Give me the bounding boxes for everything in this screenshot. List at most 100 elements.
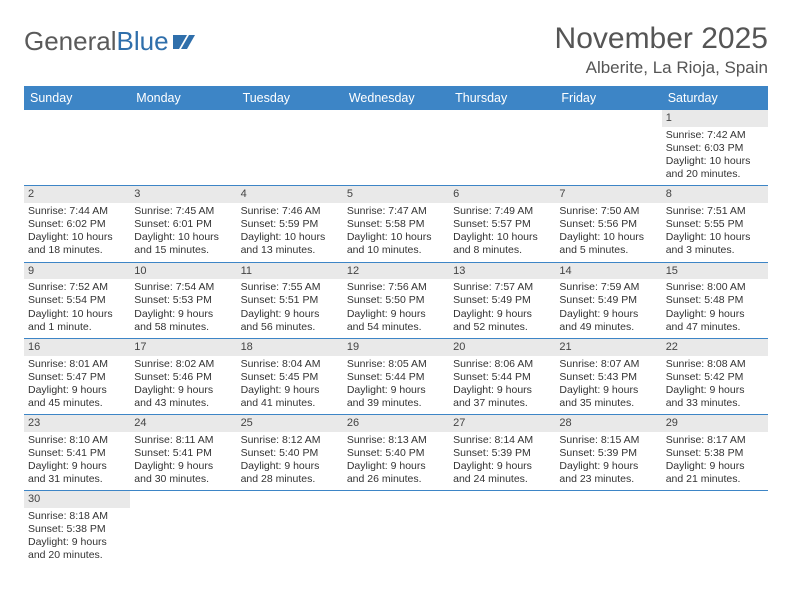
sunrise-text: Sunrise: 7:54 AM	[134, 281, 232, 294]
day-number: 8	[662, 186, 768, 203]
sunset-text: Sunset: 5:39 PM	[559, 447, 657, 460]
day-cell: 27Sunrise: 8:14 AMSunset: 5:39 PMDayligh…	[449, 415, 555, 490]
sunset-text: Sunset: 5:39 PM	[453, 447, 551, 460]
day-number: 4	[237, 186, 343, 203]
week-row: 23Sunrise: 8:10 AMSunset: 5:41 PMDayligh…	[24, 415, 768, 491]
day-cell: 14Sunrise: 7:59 AMSunset: 5:49 PMDayligh…	[555, 263, 661, 338]
weekday-header: Sunday	[24, 86, 130, 110]
weekday-header: Friday	[555, 86, 661, 110]
weekday-header: Tuesday	[237, 86, 343, 110]
sunrise-text: Sunrise: 8:00 AM	[666, 281, 764, 294]
day-cell: 19Sunrise: 8:05 AMSunset: 5:44 PMDayligh…	[343, 339, 449, 414]
day-number: 10	[130, 263, 236, 280]
day-info: Sunrise: 8:05 AMSunset: 5:44 PMDaylight:…	[343, 356, 449, 415]
day-number: 18	[237, 339, 343, 356]
sunset-text: Sunset: 5:54 PM	[28, 294, 126, 307]
day-cell: 29Sunrise: 8:17 AMSunset: 5:38 PMDayligh…	[662, 415, 768, 490]
day-cell: 10Sunrise: 7:54 AMSunset: 5:53 PMDayligh…	[130, 263, 236, 338]
day-number: 23	[24, 415, 130, 432]
sunset-text: Sunset: 5:53 PM	[134, 294, 232, 307]
day-cell: 6Sunrise: 7:49 AMSunset: 5:57 PMDaylight…	[449, 186, 555, 261]
daylight-text: Daylight: 9 hours and 31 minutes.	[28, 460, 126, 486]
day-cell: 28Sunrise: 8:15 AMSunset: 5:39 PMDayligh…	[555, 415, 661, 490]
sunset-text: Sunset: 5:45 PM	[241, 371, 339, 384]
day-cell	[237, 110, 343, 185]
day-number: 19	[343, 339, 449, 356]
day-number: 27	[449, 415, 555, 432]
daylight-text: Daylight: 9 hours and 49 minutes.	[559, 308, 657, 334]
day-info: Sunrise: 8:04 AMSunset: 5:45 PMDaylight:…	[237, 356, 343, 415]
day-cell: 20Sunrise: 8:06 AMSunset: 5:44 PMDayligh…	[449, 339, 555, 414]
day-cell: 2Sunrise: 7:44 AMSunset: 6:02 PMDaylight…	[24, 186, 130, 261]
day-info: Sunrise: 8:06 AMSunset: 5:44 PMDaylight:…	[449, 356, 555, 415]
title-block: November 2025 Alberite, La Rioja, Spain	[555, 22, 768, 78]
day-cell: 3Sunrise: 7:45 AMSunset: 6:01 PMDaylight…	[130, 186, 236, 261]
day-cell: 22Sunrise: 8:08 AMSunset: 5:42 PMDayligh…	[662, 339, 768, 414]
day-info: Sunrise: 8:13 AMSunset: 5:40 PMDaylight:…	[343, 432, 449, 491]
sunrise-text: Sunrise: 7:59 AM	[559, 281, 657, 294]
day-info: Sunrise: 8:10 AMSunset: 5:41 PMDaylight:…	[24, 432, 130, 491]
day-cell	[449, 491, 555, 566]
day-cell: 15Sunrise: 8:00 AMSunset: 5:48 PMDayligh…	[662, 263, 768, 338]
brand-part1: General	[24, 26, 117, 57]
day-number: 20	[449, 339, 555, 356]
sunrise-text: Sunrise: 8:08 AM	[666, 358, 764, 371]
daylight-text: Daylight: 9 hours and 23 minutes.	[559, 460, 657, 486]
weeks-container: 1Sunrise: 7:42 AMSunset: 6:03 PMDaylight…	[24, 110, 768, 567]
day-info: Sunrise: 7:51 AMSunset: 5:55 PMDaylight:…	[662, 203, 768, 262]
day-info: Sunrise: 8:00 AMSunset: 5:48 PMDaylight:…	[662, 279, 768, 338]
day-cell	[343, 110, 449, 185]
day-info: Sunrise: 8:14 AMSunset: 5:39 PMDaylight:…	[449, 432, 555, 491]
daylight-text: Daylight: 9 hours and 52 minutes.	[453, 308, 551, 334]
day-number: 22	[662, 339, 768, 356]
sunset-text: Sunset: 5:44 PM	[347, 371, 445, 384]
day-cell: 12Sunrise: 7:56 AMSunset: 5:50 PMDayligh…	[343, 263, 449, 338]
day-cell: 23Sunrise: 8:10 AMSunset: 5:41 PMDayligh…	[24, 415, 130, 490]
daylight-text: Daylight: 10 hours and 3 minutes.	[666, 231, 764, 257]
day-info: Sunrise: 7:52 AMSunset: 5:54 PMDaylight:…	[24, 279, 130, 338]
day-number: 13	[449, 263, 555, 280]
day-number: 2	[24, 186, 130, 203]
day-cell: 16Sunrise: 8:01 AMSunset: 5:47 PMDayligh…	[24, 339, 130, 414]
week-row: 30Sunrise: 8:18 AMSunset: 5:38 PMDayligh…	[24, 491, 768, 566]
day-number: 14	[555, 263, 661, 280]
day-number: 25	[237, 415, 343, 432]
sunrise-text: Sunrise: 7:42 AM	[666, 129, 764, 142]
day-number: 5	[343, 186, 449, 203]
week-row: 1 Sunrise: 7:42 AMSunset: 6:03 PMDaylight…	[24, 110, 768, 186]
daylight-text: Daylight: 9 hours and 43 minutes.	[134, 384, 232, 410]
day-cell: 25Sunrise: 8:12 AMSunset: 5:40 PMDayligh…	[237, 415, 343, 490]
day-number: 1	[662, 110, 768, 127]
sunset-text: Sunset: 5:57 PM	[453, 218, 551, 231]
sunrise-text: Sunrise: 8:07 AM	[559, 358, 657, 371]
daylight-text: Daylight: 10 hours and 20 minutes.	[666, 155, 764, 181]
sunset-text: Sunset: 6:03 PM	[666, 142, 764, 155]
sunset-text: Sunset: 5:44 PM	[453, 371, 551, 384]
day-cell	[237, 491, 343, 566]
daylight-text: Daylight: 10 hours and 13 minutes.	[241, 231, 339, 257]
day-info: Sunrise: 8:02 AMSunset: 5:46 PMDaylight:…	[130, 356, 236, 415]
sunset-text: Sunset: 5:55 PM	[666, 218, 764, 231]
day-cell	[24, 110, 130, 185]
sunrise-text: Sunrise: 8:15 AM	[559, 434, 657, 447]
day-number: 30	[24, 491, 130, 508]
day-info: Sunrise: 8:17 AMSunset: 5:38 PMDaylight:…	[662, 432, 768, 491]
day-number: 6	[449, 186, 555, 203]
daylight-text: Daylight: 9 hours and 54 minutes.	[347, 308, 445, 334]
week-row: 9Sunrise: 7:52 AMSunset: 5:54 PMDaylight…	[24, 263, 768, 339]
day-number: 16	[24, 339, 130, 356]
sunset-text: Sunset: 5:50 PM	[347, 294, 445, 307]
day-info: Sunrise: 7:57 AMSunset: 5:49 PMDaylight:…	[449, 279, 555, 338]
daylight-text: Daylight: 9 hours and 26 minutes.	[347, 460, 445, 486]
sunrise-text: Sunrise: 7:46 AM	[241, 205, 339, 218]
daylight-text: Daylight: 10 hours and 8 minutes.	[453, 231, 551, 257]
daylight-text: Daylight: 9 hours and 35 minutes.	[559, 384, 657, 410]
sunset-text: Sunset: 5:56 PM	[559, 218, 657, 231]
day-number: 29	[662, 415, 768, 432]
calendar-grid: SundayMondayTuesdayWednesdayThursdayFrid…	[24, 86, 768, 567]
sunrise-text: Sunrise: 8:04 AM	[241, 358, 339, 371]
day-info: Sunrise: 8:15 AMSunset: 5:39 PMDaylight:…	[555, 432, 661, 491]
day-info: Sunrise: 7:49 AMSunset: 5:57 PMDaylight:…	[449, 203, 555, 262]
day-info: Sunrise: 8:18 AMSunset: 5:38 PMDaylight:…	[24, 508, 130, 567]
day-cell: 26Sunrise: 8:13 AMSunset: 5:40 PMDayligh…	[343, 415, 449, 490]
